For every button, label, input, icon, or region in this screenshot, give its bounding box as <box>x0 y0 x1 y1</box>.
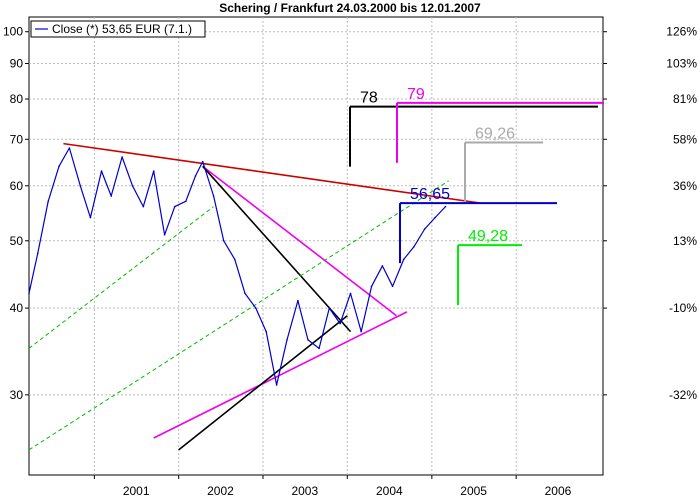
y-tick-label-right: 36% <box>673 179 697 193</box>
y-tick-label-left: 40 <box>10 301 24 315</box>
target-label: 79 <box>407 86 425 103</box>
price-point <box>201 160 204 163</box>
price-point <box>381 265 384 267</box>
trend-line-channel <box>28 206 214 349</box>
y-tick-label-right: 103% <box>666 56 697 70</box>
price-point <box>434 216 436 219</box>
trend-lines <box>28 142 481 451</box>
y-tick-label-left: 80 <box>10 92 24 106</box>
price-point <box>413 246 415 248</box>
y-axis-right: -32% -10% 13% 36% 58% 81% 103% 126% <box>603 25 697 402</box>
y-tick-label-left: 30 <box>10 388 24 402</box>
x-tick-label: 2004 <box>376 484 403 498</box>
price-point <box>307 339 309 341</box>
target-label: 69,26 <box>475 126 515 143</box>
target-label: 56,65 <box>410 186 450 203</box>
y-tick-label-right: -10% <box>669 301 697 315</box>
price-point <box>68 147 71 149</box>
trend-line-trend-upper <box>202 165 397 317</box>
trend-line-resistance <box>63 142 481 204</box>
trend-line-channel <box>28 180 449 451</box>
price-point <box>391 285 394 288</box>
price-point <box>349 292 352 295</box>
price-point <box>402 258 405 261</box>
price-point <box>173 205 176 208</box>
price-point <box>339 322 341 325</box>
price-point <box>318 347 320 350</box>
price-point <box>185 200 187 203</box>
x-axis: 2001 2002 2003 2004 2005 2006 <box>93 475 572 498</box>
price-point <box>360 330 362 333</box>
price-point <box>370 285 373 288</box>
price-point <box>110 195 113 197</box>
trend-line-triangle-top <box>202 165 352 333</box>
price-point <box>89 216 92 219</box>
price-point <box>212 195 215 197</box>
price-point <box>444 205 447 208</box>
trend-line-triangle-bottom <box>178 315 348 451</box>
target-label: 49,28 <box>468 228 508 245</box>
price-point <box>36 252 39 254</box>
y-tick-label-right: 126% <box>666 25 697 39</box>
x-tick-label: 2005 <box>460 484 487 498</box>
price-point <box>234 258 236 261</box>
price-point <box>142 205 145 208</box>
y-tick-label-left: 90 <box>10 56 24 70</box>
y-tick-label-right: 13% <box>673 234 697 248</box>
price-point <box>58 165 60 168</box>
price-point <box>79 184 82 187</box>
price-point <box>423 228 426 230</box>
price-point <box>244 292 246 295</box>
series-group <box>28 147 447 386</box>
y-tick-label-right: 58% <box>673 132 697 146</box>
y-tick-label-right: 81% <box>673 92 697 106</box>
price-point <box>152 170 155 172</box>
price-point <box>328 307 331 309</box>
y-tick-label-left: 70 <box>10 132 24 146</box>
price-point <box>100 170 103 172</box>
y-tick-label-left: 100 <box>3 25 23 39</box>
price-point <box>297 299 299 302</box>
y-tick-label-left: 50 <box>10 234 24 248</box>
annotations: 78 79 69,26 56,65 49,28 <box>349 86 604 306</box>
price-point <box>222 239 225 242</box>
y-tick-label-left: 60 <box>10 179 24 193</box>
price-point <box>28 292 30 295</box>
price-point <box>194 175 197 177</box>
price-point <box>121 156 123 158</box>
price-point <box>286 339 288 341</box>
legend: Close (*) 53,65 EUR (7.1.) <box>30 20 206 38</box>
x-tick-label: 2001 <box>123 484 150 498</box>
price-point <box>265 330 268 333</box>
chart-title: Schering / Frankfurt 24.03.2000 bis 12.0… <box>219 1 481 15</box>
price-point <box>163 234 166 236</box>
x-tick-label: 2003 <box>291 484 318 498</box>
price-point <box>47 200 49 203</box>
y-axis-left: 30 40 50 60 70 80 90 100 <box>3 25 29 402</box>
legend-label: Close (*) 53,65 EUR (7.1.) <box>52 22 192 36</box>
price-point <box>131 184 134 187</box>
x-tick-label: 2002 <box>207 484 234 498</box>
price-point <box>255 307 257 309</box>
legend-box <box>30 20 206 38</box>
price-point <box>275 384 278 386</box>
target-label: 78 <box>360 90 378 107</box>
x-tick-label: 2006 <box>545 484 572 498</box>
y-tick-label-right: -32% <box>669 388 697 402</box>
trend-line-trend-lower <box>153 311 408 439</box>
